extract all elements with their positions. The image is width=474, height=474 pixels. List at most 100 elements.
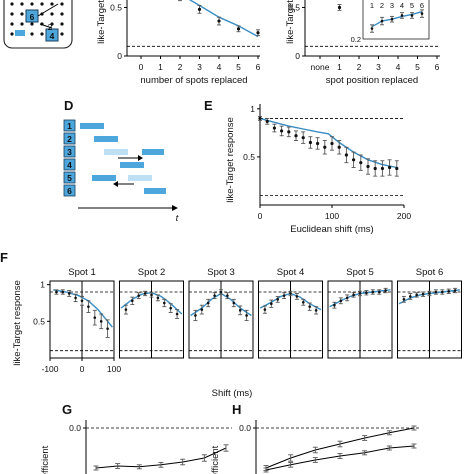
g-y-axis-label: efficient <box>40 445 51 474</box>
grid-dot <box>50 2 54 6</box>
c-x-tick-label: 2 <box>357 62 362 72</box>
e-data-point <box>265 119 269 123</box>
b-y-tick-label: 0 <box>117 51 122 61</box>
f-data-point <box>124 308 128 311</box>
grid-dot <box>10 22 14 26</box>
grid-dot <box>10 2 14 6</box>
f-data-point <box>263 308 267 311</box>
c-inset-x-tick-label: 6 <box>420 1 424 10</box>
d-spot-bar <box>94 136 118 142</box>
e-x-tick-label: 200 <box>397 211 411 221</box>
grid-dot <box>40 2 44 6</box>
f-data-point <box>434 290 438 294</box>
f-data-point <box>194 314 197 317</box>
f-subplot-title: Spot 2 <box>138 267 165 278</box>
f-data-point <box>453 289 457 292</box>
f-model-line <box>53 289 113 328</box>
f-data-point <box>219 290 223 294</box>
d-time-axis-head <box>172 205 178 211</box>
e-y-tick-label: 0.5 <box>243 152 255 162</box>
f-data-point <box>308 305 312 308</box>
f-x-tick-label: 0 <box>80 364 85 374</box>
b-x-tick-label: 1 <box>158 62 163 72</box>
b-x-tick-label: 5 <box>236 62 241 72</box>
e-data-point <box>287 130 291 134</box>
c-y-axis-label: like-Target <box>285 0 296 44</box>
d-shift-arrow-head <box>138 155 143 161</box>
c-inset-y-tick-label: 0.2 <box>351 35 361 44</box>
e-data-point <box>330 141 334 146</box>
f-y-tick-label: 1 <box>40 280 45 290</box>
c-inset-data-point <box>380 19 384 23</box>
e-data-point <box>301 136 305 140</box>
f-data-point <box>447 289 451 293</box>
f-data-point <box>67 292 71 295</box>
f-data-point <box>352 293 355 297</box>
e-data-point <box>366 164 370 169</box>
e-data-point <box>258 116 262 121</box>
e-data-point <box>272 126 276 130</box>
h-y-axis-label: efficient <box>210 445 221 474</box>
d-row-number: 2 <box>67 134 72 144</box>
f-data-point <box>175 312 179 316</box>
c-inset-x-tick-label: 2 <box>380 1 384 10</box>
spot-small-bar <box>15 30 25 36</box>
d-row-number-box <box>63 184 76 197</box>
d-row-number-box <box>63 145 76 158</box>
b-x-tick-label: 3 <box>197 62 202 72</box>
f-data-point <box>150 293 153 297</box>
f-data-point <box>245 314 248 317</box>
grid-dot <box>60 22 64 26</box>
b-data-point <box>197 7 202 12</box>
c-x-tick-label: 4 <box>396 62 401 72</box>
b-y-tick-label: 0.5 <box>110 2 122 12</box>
e-data-point <box>308 140 312 145</box>
panel-letter-g: G <box>62 402 72 417</box>
e-data-point <box>359 161 363 165</box>
f-data-point <box>295 295 299 298</box>
f-y-tick-label: 0.5 <box>33 316 45 326</box>
e-data-point <box>294 134 298 138</box>
f-data-point <box>143 292 147 295</box>
d-row-number: 1 <box>67 121 72 131</box>
grid-dot <box>20 22 24 26</box>
panel-letter-d: D <box>64 98 73 113</box>
f-x-axis-label: Shift (ms) <box>212 388 253 399</box>
d-row-number-box <box>63 158 76 171</box>
f-data-point <box>87 305 90 308</box>
d-spot-bar <box>92 175 116 181</box>
f-subplot-title: Spot 4 <box>277 267 304 278</box>
e-y-axis-label: like-Target response <box>225 117 236 203</box>
c-inset-x-tick-label: 5 <box>410 1 414 10</box>
f-data-point <box>289 292 292 295</box>
h-y-tick-label: 0.0 <box>239 423 251 433</box>
e-data-point <box>344 153 348 157</box>
c-inset-x-tick-label: 1 <box>370 1 374 10</box>
f-data-point <box>333 303 336 307</box>
e-x-tick-label: 100 <box>325 211 339 221</box>
f-data-point <box>409 295 412 298</box>
f-data-point <box>137 294 140 297</box>
f-data-point <box>270 302 273 306</box>
c-x-axis-label: spot position replaced <box>326 75 418 86</box>
d-row-number: 5 <box>67 173 72 183</box>
panel-letter-e: E <box>204 98 213 113</box>
c-x-tick-label: 1 <box>337 62 342 72</box>
f-data-point <box>302 300 305 304</box>
f-data-point <box>402 298 406 301</box>
c-inset-data-point <box>410 14 414 17</box>
f-x-tick-label: -100 <box>41 364 58 374</box>
grid-dot <box>60 2 64 6</box>
f-model-line <box>329 289 391 308</box>
f-data-point <box>169 306 172 310</box>
c-x-tick-label: 5 <box>415 62 420 72</box>
grid-dot <box>50 22 54 26</box>
c-y-tick-label: 0 <box>295 51 300 61</box>
f-data-point <box>377 290 381 294</box>
f-data-point <box>156 296 160 300</box>
c-x-tick-label: 6 <box>435 62 440 72</box>
d-spot-bar <box>80 123 104 129</box>
c-inset-data-point <box>420 12 424 15</box>
